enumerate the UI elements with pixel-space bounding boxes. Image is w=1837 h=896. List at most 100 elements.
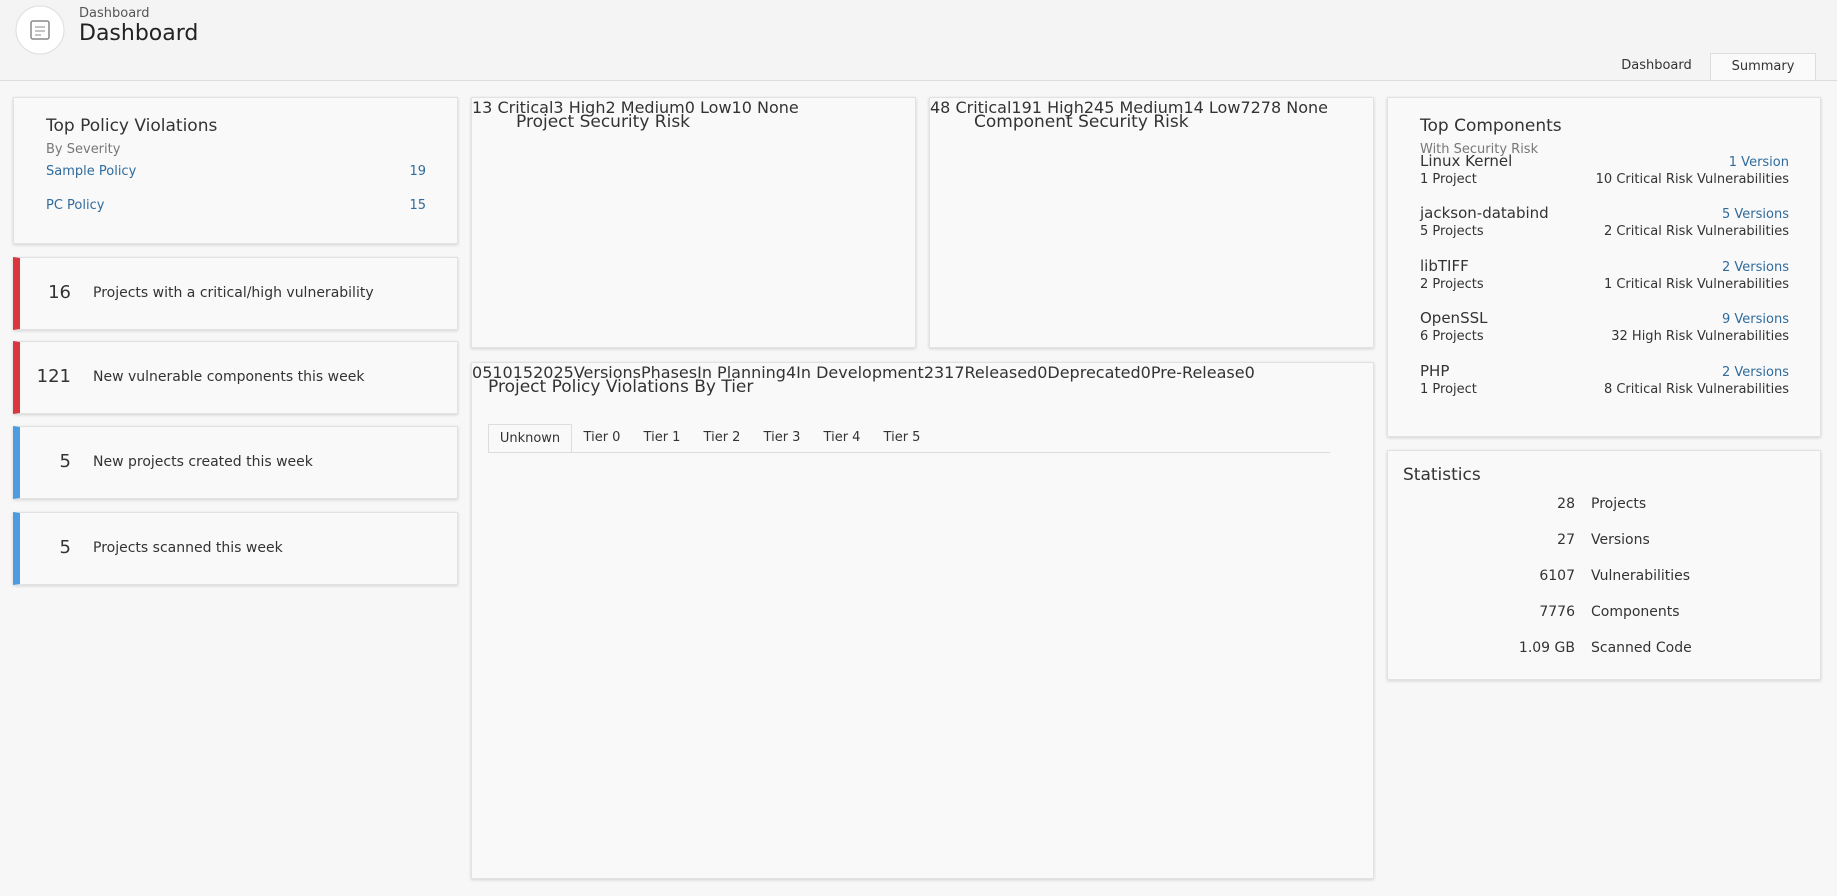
legend-entry: 245 Medium (1084, 98, 1184, 117)
stat-label: New projects created this week (93, 454, 313, 470)
stat-label: New vulnerable components this week (93, 369, 365, 385)
card-title: Statistics (1403, 465, 1481, 485)
legend-entry: 14 Low (1183, 98, 1240, 117)
component-versions[interactable]: 5 Versions (1722, 207, 1789, 223)
stat-label: Projects with a critical/high vulnerabil… (93, 285, 374, 301)
bar-value-label: 0 (1244, 363, 1255, 382)
policy-name[interactable]: Sample Policy (46, 164, 137, 179)
donut-card: Component Security Risk 48 Critical191 Hi… (929, 97, 1374, 348)
stat-name: Scanned Code (1591, 640, 1692, 656)
x-axis-label: Phases (640, 363, 698, 382)
component-versions[interactable]: 1 Version (1728, 155, 1789, 170)
card-title: Project Security Risk (516, 112, 691, 132)
legend-label: Medium (620, 98, 685, 117)
y-tick-label: 10 (492, 363, 513, 382)
legend-entry: 3 High (553, 98, 605, 117)
component-versions[interactable]: 2 Versions (1722, 364, 1789, 380)
tier-tab[interactable]: Tier 4 (823, 430, 861, 445)
legend-label: High (568, 98, 606, 117)
x-tick-label: In Planning (697, 363, 786, 382)
bar-chart: 0510152025VersionsPhasesIn Planning4In D… (472, 363, 1255, 382)
header: Dashboard Dashboard Dashboard Summary (0, 0, 1837, 81)
tier-tab[interactable]: Tier 5 (883, 430, 921, 445)
legend-label: Low (700, 98, 732, 117)
x-tick-label: Deprecated (1047, 363, 1141, 382)
policy-name[interactable]: PC Policy (46, 198, 105, 213)
component-name: PHP (1420, 361, 1450, 380)
bar-value-label: 0 (1140, 363, 1151, 382)
policy-count: 19 (409, 164, 426, 179)
tier-tab[interactable]: Tier 1 (643, 430, 681, 445)
stat-name: Vulnerabilities (1591, 568, 1691, 584)
legend-value: 10 (731, 98, 752, 117)
card-title: Top Components (1420, 116, 1562, 136)
header-tab[interactable]: Dashboard (1603, 53, 1710, 80)
donut-chart: 48 Critical191 High245 Medium14 Low7278 … (930, 98, 1328, 117)
stat-card: 16 Projects with a critical/high vulnerab… (13, 257, 458, 330)
tier-tab[interactable]: Tier 0 (583, 430, 621, 445)
y-tick-label: 0 (472, 363, 483, 382)
statistics-card: Statistics 28 Projects 27 Versions 6107 Vulne… (1387, 450, 1821, 680)
x-tick-label: Pre-Release (1150, 363, 1245, 382)
breadcrumb: Dashboard (79, 6, 150, 21)
tier-tab[interactable]: Tier 2 (703, 430, 741, 445)
legend-label: Medium (1119, 98, 1184, 117)
component-risk: 32 High Risk Vulnerabilities (1611, 329, 1789, 345)
header-icon (15, 5, 65, 55)
legend-label: Low (1208, 98, 1241, 117)
tier-tab-active[interactable]: Unknown (488, 424, 572, 453)
tier-tab[interactable]: Tier 3 (763, 430, 801, 445)
component-projects: 5 Projects (1420, 224, 1484, 240)
legend-entry: 10 None (732, 98, 799, 117)
legend-value: 2 (605, 98, 616, 117)
policy-card: Top Policy Violations By Severity Sample… (13, 97, 458, 244)
bar-value-label: 17 (944, 363, 965, 382)
stat-card: 5 New projects created this week (13, 426, 458, 499)
donut-card: Project Security Risk 13 Critical3 High2 … (471, 97, 916, 348)
tab-label: Dashboard (1621, 58, 1692, 73)
bar-value-label: 0 (1037, 363, 1048, 382)
card-title: Component Security Risk (974, 112, 1189, 132)
page-title: Dashboard (79, 21, 199, 46)
component-risk: 2 Critical Risk Vulnerabilities (1603, 224, 1789, 240)
y-tick-label: 15 (512, 363, 534, 382)
stat-name: Versions (1591, 532, 1650, 548)
stat-value: 121 (36, 366, 71, 387)
legend-value: 3 (553, 98, 564, 117)
stat-name: Projects (1591, 496, 1647, 512)
stat-name: Components (1591, 604, 1680, 620)
legend-label: Critical (955, 98, 1012, 117)
component-projects: 2 Projects (1420, 276, 1484, 292)
legend-label: Critical (497, 98, 554, 117)
header-tab-active[interactable]: Summary (1710, 53, 1816, 80)
component-projects: 1 Project (1420, 381, 1477, 397)
legend-value: 13 (472, 98, 493, 117)
component-versions[interactable]: 9 Versions (1722, 312, 1789, 328)
legend-value: 7278 (1240, 98, 1282, 117)
y-axis-label: Versions (573, 363, 641, 382)
card-subtitle: By Severity (46, 142, 121, 157)
legend-value: 191 (1011, 98, 1042, 117)
component-name: jackson-databind (1420, 204, 1549, 223)
y-tick-label: 25 (553, 363, 574, 382)
stat-card: 121 New vulnerable components this week (13, 341, 458, 414)
stat-label: Projects scanned this week (93, 540, 283, 556)
component-versions[interactable]: 2 Versions (1722, 259, 1789, 275)
stat-value: 16 (48, 282, 71, 303)
card-subtitle: With Security Risk (1420, 142, 1539, 157)
legend-label: None (757, 98, 799, 117)
legend-entry: 2 Medium (605, 98, 684, 117)
bar-value-label: 23 (923, 363, 945, 382)
tab-rule (488, 452, 1330, 453)
card-title: Project Policy Violations By Tier (488, 377, 754, 397)
donut-chart: 13 Critical3 High2 Medium0 Low10 None (472, 98, 799, 117)
stat-card: 5 Projects scanned this week (13, 512, 458, 585)
stat-number: 1.09 GB (1518, 640, 1575, 656)
legend-entry: 7278 None (1240, 98, 1328, 117)
y-tick-label: 20 (533, 363, 554, 382)
component-name: libTIFF (1420, 256, 1469, 275)
legend-entry: 0 Low (685, 98, 732, 117)
bar-value-label: 4 (785, 363, 797, 382)
